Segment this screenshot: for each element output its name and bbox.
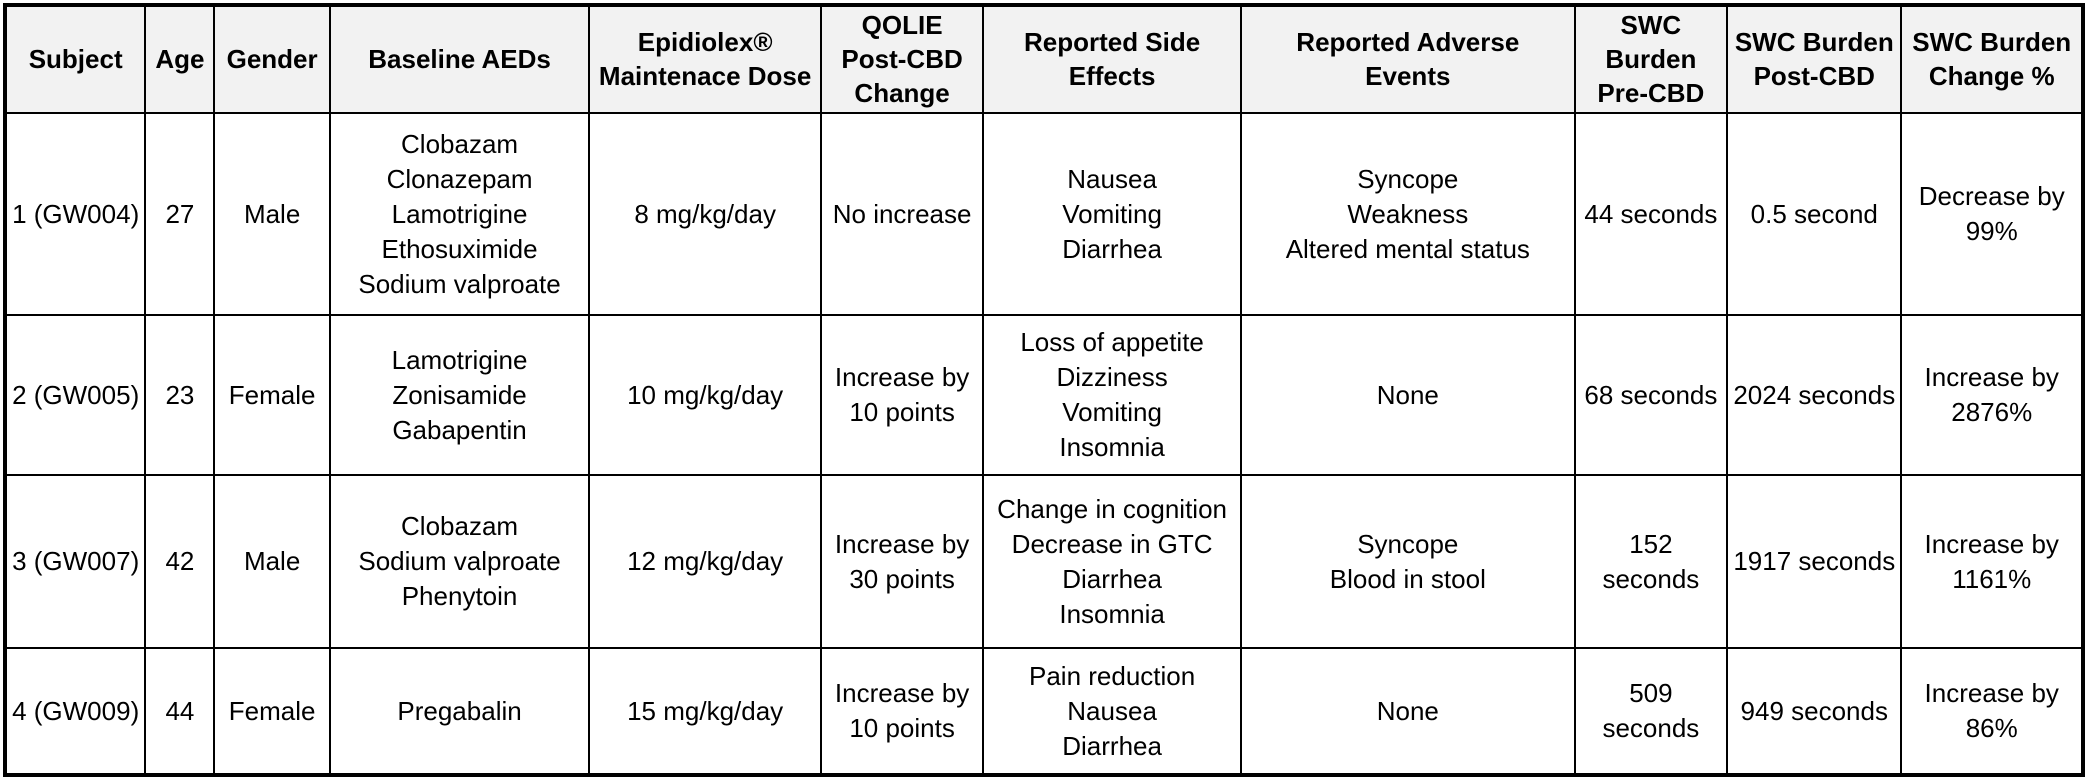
table-row: 1 (GW004) 27 Male Clobazam Clonazepam Lamot… — [3, 112, 2084, 317]
column-header-subject: Subject — [3, 3, 147, 115]
cell-age: 23 — [144, 314, 216, 477]
cell-swc-burden-change-pct: Increase by 86% — [1900, 647, 2084, 777]
cell-qolie-post-cbd-change: No increase — [819, 112, 985, 317]
cell-age: 27 — [144, 112, 216, 317]
cell-subject: 2 (GW005) — [3, 314, 147, 477]
cell-swc-burden-change-pct: Decrease by 99% — [1900, 112, 2084, 317]
table-body: 1 (GW004) 27 Male Clobazam Clonazepam Lamot… — [3, 112, 2084, 777]
cell-adverse-events: Syncope Blood in stool — [1239, 474, 1576, 650]
column-header-maintenance-dose: Epidiolex® Maintenace Dose — [588, 3, 822, 115]
cell-adverse-events: Syncope Weakness Altered mental status — [1239, 112, 1576, 317]
cell-subject: 3 (GW007) — [3, 474, 147, 650]
cell-gender: Male — [213, 112, 331, 317]
cell-swc-burden-post-cbd: 2024 seconds — [1726, 314, 1903, 477]
cell-age: 42 — [144, 474, 216, 650]
cell-side-effects: Change in cognition Decrease in GTC Diar… — [982, 474, 1242, 650]
table-row: 4 (GW009) 44 Female Pregabalin 15 mg/kg/day I… — [3, 647, 2084, 777]
cell-swc-burden-post-cbd: 0.5 second — [1726, 112, 1903, 317]
cell-swc-burden-pre-cbd: 509 seconds — [1573, 647, 1729, 777]
cell-gender: Male — [213, 474, 331, 650]
cell-side-effects: Pain reduction Nausea Diarrhea — [982, 647, 1242, 777]
cell-adverse-events: None — [1239, 314, 1576, 477]
table-row: 3 (GW007) 42 Male Clobazam Sodium valproate… — [3, 474, 2084, 650]
column-header-swc-burden-post-cbd: SWC Burden Post-CBD — [1726, 3, 1903, 115]
cell-baseline-aeds: Lamotrigine Zonisamide Gabapentin — [328, 314, 591, 477]
cell-gender: Female — [213, 314, 331, 477]
cell-subject: 4 (GW009) — [3, 647, 147, 777]
cell-swc-burden-pre-cbd: 44 seconds — [1573, 112, 1729, 317]
cell-baseline-aeds: Clobazam Sodium valproate Phenytoin — [328, 474, 591, 650]
cell-adverse-events: None — [1239, 647, 1576, 777]
cell-maintenance-dose: 15 mg/kg/day — [588, 647, 822, 777]
header-row: Subject Age Gender Baseline AEDs Epidiolex® … — [3, 3, 2084, 115]
column-header-swc-burden-change-pct: SWC Burden Change % — [1900, 3, 2084, 115]
column-header-gender: Gender — [213, 3, 331, 115]
cell-qolie-post-cbd-change: Increase by 10 points — [819, 314, 985, 477]
column-header-swc-burden-pre-cbd: SWC Burden Pre-CBD — [1573, 3, 1729, 115]
cell-maintenance-dose: 10 mg/kg/day — [588, 314, 822, 477]
cell-swc-burden-change-pct: Increase by 2876% — [1900, 314, 2084, 477]
cell-swc-burden-pre-cbd: 68 seconds — [1573, 314, 1729, 477]
cell-gender: Female — [213, 647, 331, 777]
column-header-adverse-events: Reported Adverse Events — [1239, 3, 1576, 115]
column-header-side-effects: Reported Side Effects — [982, 3, 1242, 115]
table-row: 2 (GW005) 23 Female Lamotrigine Zonisamide … — [3, 314, 2084, 477]
cell-swc-burden-pre-cbd: 152 seconds — [1573, 474, 1729, 650]
cell-age: 44 — [144, 647, 216, 777]
cell-swc-burden-change-pct: Increase by 1161% — [1900, 474, 2084, 650]
cell-maintenance-dose: 8 mg/kg/day — [588, 112, 822, 317]
cell-swc-burden-post-cbd: 1917 seconds — [1726, 474, 1903, 650]
column-header-qolie-post-cbd-change: QOLIE Post-CBD Change — [819, 3, 985, 115]
cell-subject: 1 (GW004) — [3, 112, 147, 317]
cell-maintenance-dose: 12 mg/kg/day — [588, 474, 822, 650]
column-header-baseline-aeds: Baseline AEDs — [328, 3, 591, 115]
cell-side-effects: Loss of appetite Dizziness Vomiting Inso… — [982, 314, 1242, 477]
cell-side-effects: Nausea Vomiting Diarrhea — [982, 112, 1242, 317]
cell-baseline-aeds: Clobazam Clonazepam Lamotrigine Ethosuxi… — [328, 112, 591, 317]
cell-baseline-aeds: Pregabalin — [328, 647, 591, 777]
patient-outcomes-table: Subject Age Gender Baseline AEDs Epidiolex® … — [3, 3, 2085, 778]
cell-swc-burden-post-cbd: 949 seconds — [1726, 647, 1903, 777]
column-header-age: Age — [144, 3, 216, 115]
cell-qolie-post-cbd-change: Increase by 30 points — [819, 474, 985, 650]
cell-qolie-post-cbd-change: Increase by 10 points — [819, 647, 985, 777]
